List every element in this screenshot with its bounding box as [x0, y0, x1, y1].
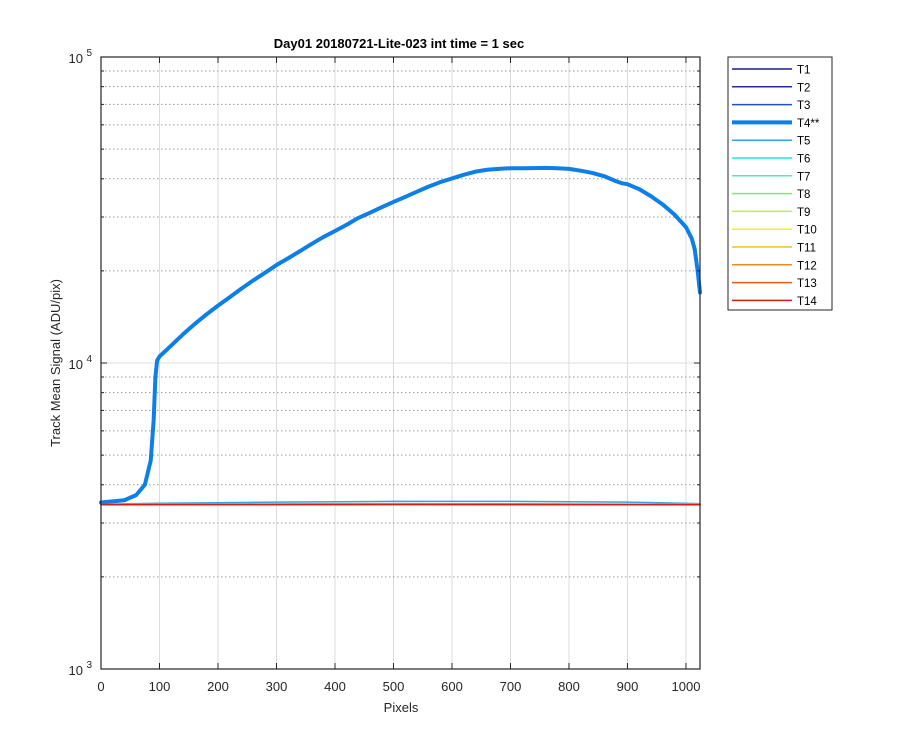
x-tick-label: 1000	[672, 679, 701, 694]
x-tick-label: 500	[383, 679, 405, 694]
legend-label-t9: T9	[797, 207, 810, 219]
legend-label-t4: T4**	[797, 118, 820, 130]
y-tick-label-exponent: 3	[86, 660, 92, 671]
x-tick-label: 600	[441, 679, 463, 694]
legend-label-t1: T1	[797, 65, 810, 77]
legend-label-t10: T10	[797, 225, 817, 237]
y-axis-label: Track Mean Signal (ADU/pix)	[48, 279, 63, 447]
x-tick-label: 0	[97, 679, 104, 694]
legend-label-t14: T14	[797, 296, 817, 308]
legend-label-t2: T2	[797, 82, 810, 94]
legend-label-t7: T7	[797, 171, 810, 183]
series-lines	[99, 165, 702, 506]
legend-label-t3: T3	[797, 100, 810, 112]
legend-label-t5: T5	[797, 136, 810, 148]
x-tick-labels: 0 100 200 300 400 500 600 700 800 900 1000	[97, 679, 700, 694]
x-tick-label: 800	[558, 679, 580, 694]
legend-label-t6: T6	[797, 154, 810, 166]
legend: T1 T2 T3 T4** T5 T6 T7 T8 T9 T10 T11 T12 T13 T14	[727, 56, 833, 311]
x-tick-label: 400	[324, 679, 346, 694]
legend-box	[727, 56, 833, 311]
plot-area	[99, 56, 702, 670]
y-tick-label: 10	[69, 357, 83, 372]
legend-label-t12: T12	[797, 260, 817, 272]
axis-ticks	[100, 57, 700, 670]
legend-label-t13: T13	[797, 278, 817, 290]
y-tick-label-exponent: 5	[86, 48, 92, 59]
x-tick-label: 200	[207, 679, 229, 694]
x-tick-label: 700	[500, 679, 522, 694]
legend-items: T1 T2 T3 T4** T5 T6 T7 T8 T9 T10 T11 T12 T13 T14	[732, 65, 820, 308]
x-tick-label: 300	[266, 679, 288, 694]
y-tick-label: 10	[69, 663, 83, 678]
y-tick-label-exponent: 4	[86, 354, 92, 365]
series-line-t5	[100, 500, 701, 505]
x-tick-label: 100	[149, 679, 171, 694]
x-axis-label: Pixels	[384, 700, 419, 715]
y-tick-label: 10	[69, 51, 83, 66]
x-tick-label: 900	[617, 679, 639, 694]
chart-title: Day01 20180721-Lite-023 int time = 1 sec	[274, 36, 524, 51]
series-line-t4	[99, 165, 702, 505]
legend-label-t11: T11	[797, 243, 816, 255]
legend-label-t8: T8	[797, 189, 810, 201]
